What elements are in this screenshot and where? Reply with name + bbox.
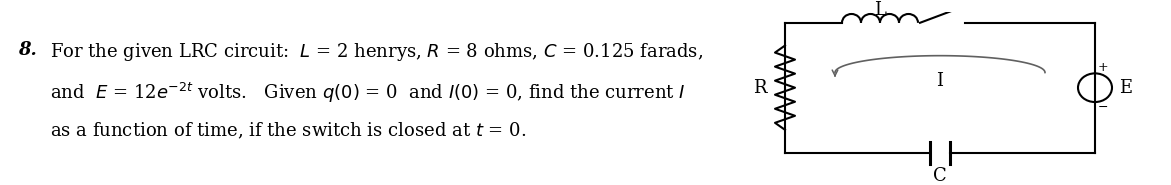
Text: and  $E$ = 12$e^{-2t}$ volts.   Given $q(0)$ = 0  and $I(0)$ = 0, find the curre: and $E$ = 12$e^{-2t}$ volts. Given $q(0)… [50,81,685,105]
Text: For the given LRC circuit:  $L$ = 2 henrys, $R$ = 8 ohms, $C$ = 0.125 farads,: For the given LRC circuit: $L$ = 2 henry… [50,41,703,63]
Text: −: − [1098,101,1109,114]
Text: 8.: 8. [18,41,36,59]
Text: as a function of time, if the switch is closed at $t$ = 0.: as a function of time, if the switch is … [50,121,526,141]
Text: E: E [1119,79,1132,97]
Text: I: I [937,72,944,90]
Text: R: R [753,79,767,97]
Text: L: L [874,1,886,18]
Text: C: C [933,167,947,185]
Text: +: + [1098,61,1109,74]
